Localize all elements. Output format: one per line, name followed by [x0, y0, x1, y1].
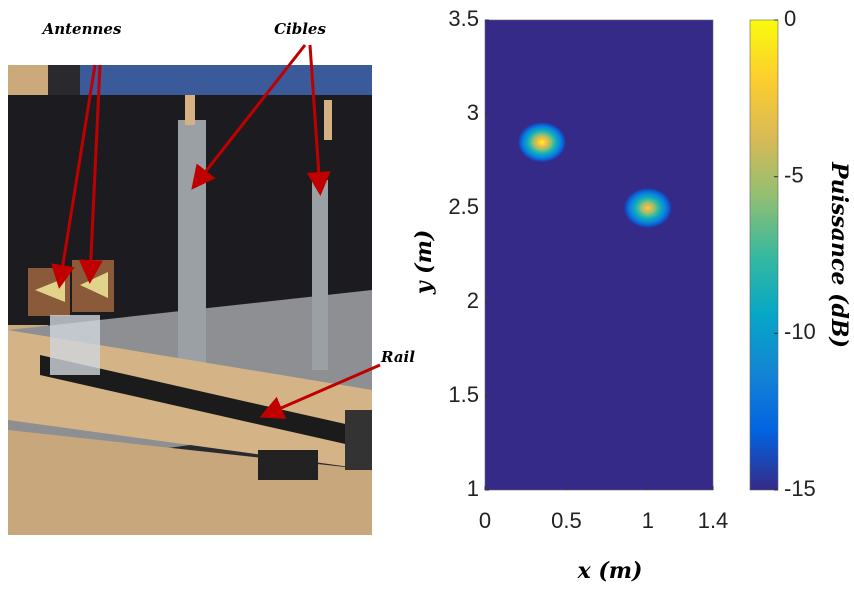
y-tick-label: 2 [467, 288, 479, 313]
hot-spot [623, 188, 672, 228]
y-tick-label: 2.5 [448, 194, 479, 219]
colorbar-tick-label: -5 [784, 162, 804, 187]
photo: Antennes Cibles Rail [8, 20, 415, 535]
annotation: Cibles [274, 20, 326, 38]
annotation: Rail [380, 348, 415, 366]
y-axis-label: y (m) [411, 230, 437, 296]
x-axis-label: x (m) [577, 558, 643, 584]
colorbar-tick-label: 0 [784, 6, 796, 31]
plot-frame [484, 19, 714, 491]
plot-background [485, 20, 713, 490]
y-tick-label: 3.5 [448, 6, 479, 31]
y-tick-label: 3 [467, 100, 479, 125]
annotation: Antennes [41, 20, 122, 38]
y-tick-label: 1 [467, 476, 479, 501]
x-tick-label: 1 [642, 508, 654, 533]
colorbar-label: Puissance (dB) [826, 161, 852, 348]
x-tick-label: 1.4 [698, 508, 729, 533]
x-tick-label: 0 [479, 508, 491, 533]
x-tick-label: 0.5 [551, 508, 582, 533]
colorbar [749, 19, 779, 491]
hot-spot [518, 122, 566, 163]
colorbar-tick-label: -10 [784, 319, 816, 344]
colorbar-tick-label: -15 [784, 476, 816, 501]
y-tick-label: 1.5 [448, 382, 479, 407]
